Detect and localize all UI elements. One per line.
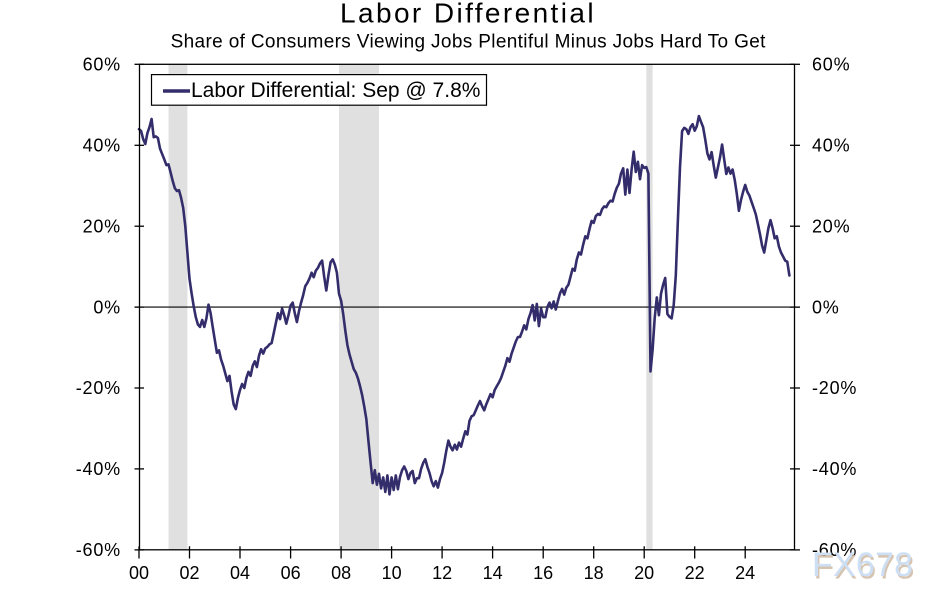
svg-text:08: 08 xyxy=(331,563,351,583)
svg-text:40%: 40% xyxy=(83,136,121,156)
svg-text:16: 16 xyxy=(533,563,553,583)
svg-text:60%: 60% xyxy=(83,55,121,75)
svg-text:20%: 20% xyxy=(83,216,121,236)
svg-text:10: 10 xyxy=(382,563,402,583)
svg-text:FX678: FX678 xyxy=(812,546,913,584)
svg-text:04: 04 xyxy=(230,563,250,583)
svg-text:20: 20 xyxy=(634,563,654,583)
svg-text:06: 06 xyxy=(281,563,301,583)
svg-text:-60%: -60% xyxy=(812,540,857,560)
svg-text:-20%: -20% xyxy=(812,378,857,398)
svg-text:00: 00 xyxy=(129,563,149,583)
svg-text:-40%: -40% xyxy=(76,459,121,479)
svg-text:-20%: -20% xyxy=(76,378,121,398)
svg-text:14: 14 xyxy=(483,563,503,583)
svg-text:20%: 20% xyxy=(812,216,850,236)
svg-text:0%: 0% xyxy=(93,297,121,317)
svg-text:22: 22 xyxy=(685,563,705,583)
svg-text:40%: 40% xyxy=(812,136,850,156)
svg-text:18: 18 xyxy=(584,563,604,583)
svg-text:0%: 0% xyxy=(812,297,840,317)
svg-text:-40%: -40% xyxy=(812,459,857,479)
svg-text:12: 12 xyxy=(432,563,452,583)
svg-text:Labor Differential: Labor Differential xyxy=(340,0,596,29)
svg-text:24: 24 xyxy=(735,563,755,583)
svg-text:60%: 60% xyxy=(812,55,850,75)
svg-text:Labor Differential: Sep @ 7.8%: Labor Differential: Sep @ 7.8% xyxy=(191,79,480,102)
svg-text:02: 02 xyxy=(179,563,199,583)
svg-text:Share of Consumers Viewing Job: Share of Consumers Viewing Jobs Plentifu… xyxy=(171,32,767,53)
svg-text:-60%: -60% xyxy=(76,540,121,560)
svg-text:FX678: FX678 xyxy=(814,549,915,587)
